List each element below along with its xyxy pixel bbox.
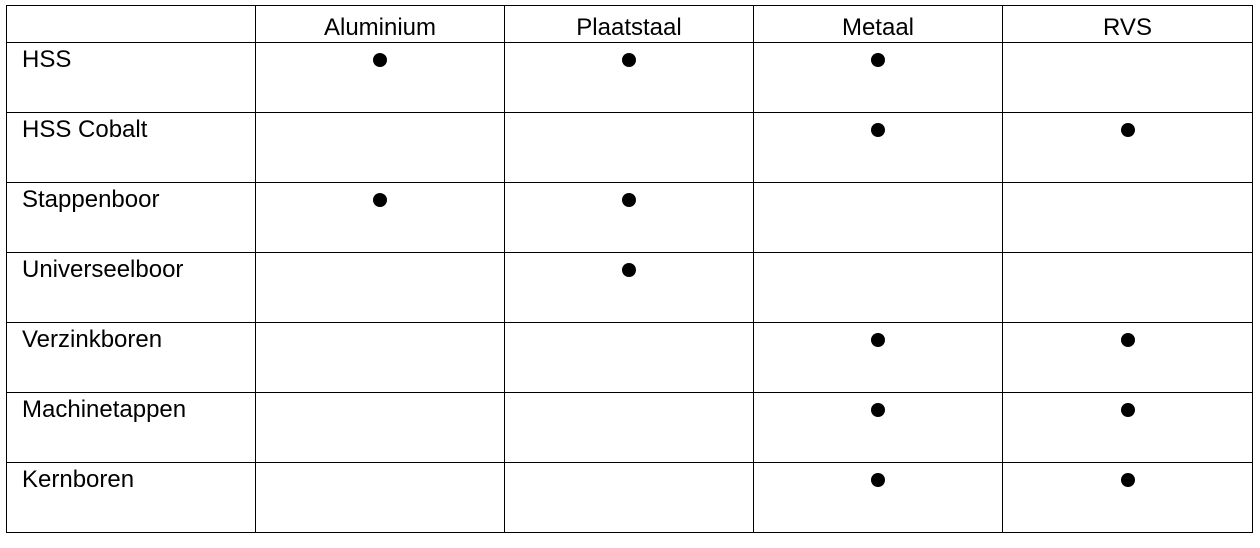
table-row: HSS [6, 42, 1253, 113]
header-row: Aluminium Plaatstaal Metaal RVS [6, 5, 1253, 43]
table-row: Universeelboor [6, 252, 1253, 323]
table-cell [1002, 462, 1253, 533]
table-row: Kernboren [6, 462, 1253, 533]
table-cell [255, 322, 505, 393]
column-header-plaatstaal: Plaatstaal [504, 5, 754, 43]
table-cell [753, 182, 1003, 253]
table-cell [1002, 392, 1253, 463]
table-cell [255, 42, 505, 113]
compatibility-table: Aluminium Plaatstaal Metaal RVS HSS HSS C… [6, 5, 1253, 533]
table-body: HSS HSS Cobalt Stappenboor Universeelboor Ve… [6, 42, 1253, 533]
row-label: Machinetappen [6, 392, 256, 463]
bullet-marker [1120, 473, 1135, 487]
table-cell [504, 42, 754, 113]
bullet-marker [622, 53, 636, 67]
table-cell [504, 462, 754, 533]
corner-cell [6, 5, 256, 43]
row-label: HSS [6, 42, 256, 113]
table-cell [1002, 112, 1253, 183]
table-cell [753, 392, 1003, 463]
table-cell [753, 252, 1003, 323]
table-cell [753, 42, 1003, 113]
table-cell [1002, 252, 1253, 323]
bullet-marker [373, 53, 387, 67]
table-cell [504, 392, 754, 463]
bullet-marker [622, 263, 636, 277]
table-cell [255, 462, 505, 533]
table-row: Verzinkboren [6, 322, 1253, 393]
table-cell [255, 112, 505, 183]
bullet-marker [1120, 403, 1135, 417]
bullet-marker [871, 333, 885, 347]
row-label: Universeelboor [6, 252, 256, 323]
table-cell [255, 392, 505, 463]
table-cell [753, 462, 1003, 533]
bullet-marker [871, 123, 885, 137]
row-label: Stappenboor [6, 182, 256, 253]
table-cell [504, 322, 754, 393]
bullet-marker [373, 193, 387, 207]
column-header-aluminium: Aluminium [255, 5, 505, 43]
table-cell [504, 182, 754, 253]
bullet-marker [871, 403, 885, 417]
bullet-marker [871, 473, 885, 487]
table-cell [753, 112, 1003, 183]
table-cell [1002, 322, 1253, 393]
bullet-marker [1120, 123, 1135, 137]
row-label: Kernboren [6, 462, 256, 533]
table-cell [1002, 42, 1253, 113]
table-row: HSS Cobalt [6, 112, 1253, 183]
table-cell [255, 182, 505, 253]
table-cell [1002, 182, 1253, 253]
bullet-marker [871, 53, 885, 67]
row-label: Verzinkboren [6, 322, 256, 393]
table-cell [255, 252, 505, 323]
bullet-marker [622, 193, 636, 207]
table-cell [504, 112, 754, 183]
table-cell [504, 252, 754, 323]
table-row: Machinetappen [6, 392, 1253, 463]
table-row: Stappenboor [6, 182, 1253, 253]
table-cell [753, 322, 1003, 393]
column-header-rvs: RVS [1002, 5, 1253, 43]
bullet-marker [1120, 333, 1135, 347]
column-header-metaal: Metaal [753, 5, 1003, 43]
row-label: HSS Cobalt [6, 112, 256, 183]
